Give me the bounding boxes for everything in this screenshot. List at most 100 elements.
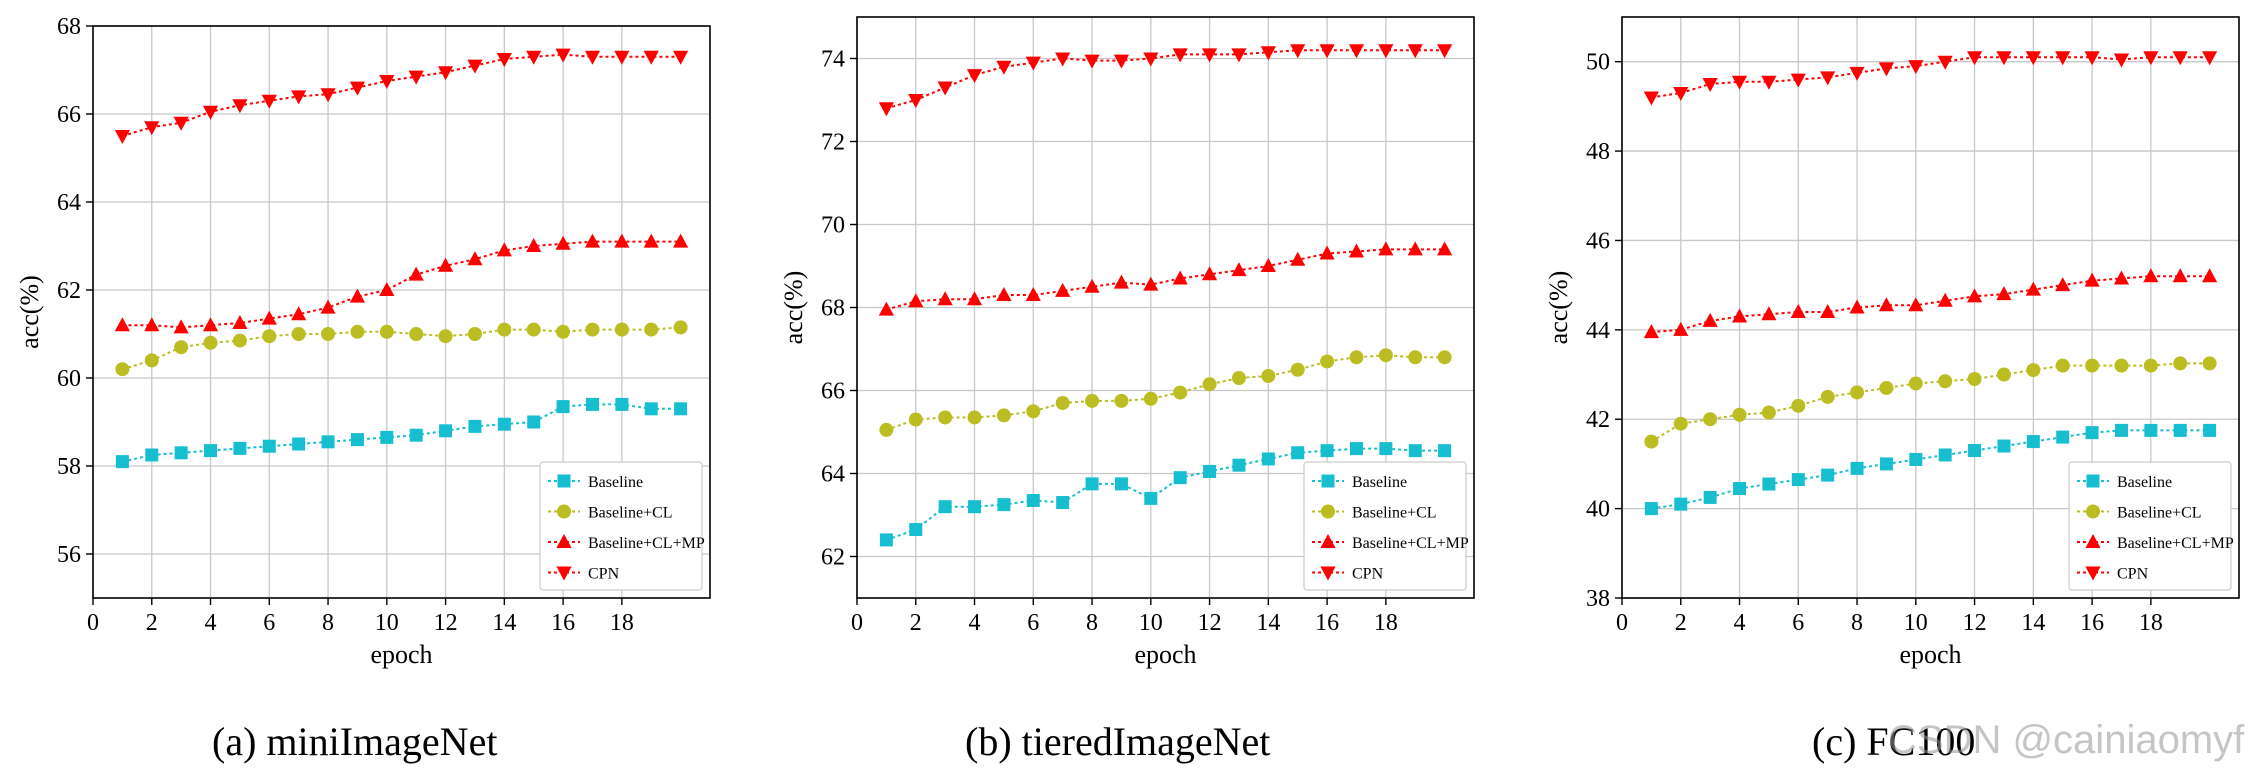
x-tick-label: 8 <box>1851 610 1863 636</box>
data-point <box>643 50 659 65</box>
data-point <box>321 435 335 449</box>
legend-marker <box>1320 566 1336 581</box>
data-point <box>555 48 571 63</box>
data-point <box>1173 471 1187 485</box>
data-point <box>2026 363 2041 378</box>
legend-marker <box>556 566 572 581</box>
data-point <box>262 329 277 344</box>
legend-item: Baseline+CL+MP <box>2077 534 2234 552</box>
data-point <box>204 444 218 458</box>
legend-marker <box>557 474 571 488</box>
data-point <box>262 439 276 453</box>
data-point <box>115 362 130 377</box>
data-point <box>1761 75 1777 90</box>
x-tick-label: 10 <box>375 610 399 636</box>
data-point <box>1820 389 1835 404</box>
data-point <box>1144 491 1158 505</box>
data-point <box>1026 493 1040 507</box>
data-point <box>174 340 189 355</box>
data-point <box>1114 393 1129 408</box>
data-point <box>614 50 630 65</box>
y-tick-label: 48 <box>1586 139 1610 165</box>
data-point <box>1673 321 1689 336</box>
legend-item: Baseline <box>548 474 643 491</box>
data-point <box>615 397 629 411</box>
data-point <box>1790 303 1806 318</box>
data-point <box>1791 473 1805 487</box>
data-point <box>644 402 658 416</box>
x-axis-label: epoch <box>370 640 432 669</box>
data-point <box>908 94 924 108</box>
y-tick-label: 74 <box>821 47 845 73</box>
data-point <box>585 322 600 337</box>
legend-label: Baseline+CL+MP <box>1352 535 1469 552</box>
data-point <box>1791 398 1806 413</box>
data-point <box>468 419 482 433</box>
y-axis-label: acc(%) <box>15 275 44 349</box>
data-point <box>1290 251 1306 266</box>
legend-label: Baseline <box>588 474 643 491</box>
series-baseline <box>1644 423 2217 516</box>
y-tick-label: 58 <box>57 454 81 480</box>
data-point <box>2114 358 2129 373</box>
data-point <box>349 288 366 303</box>
data-point <box>1084 54 1100 69</box>
data-point <box>1055 395 1070 410</box>
data-point <box>938 410 953 425</box>
y-tick-label: 70 <box>821 213 845 239</box>
data-point <box>467 251 483 266</box>
data-point <box>1173 385 1188 400</box>
data-point <box>1850 385 1865 400</box>
data-point <box>350 433 364 447</box>
data-point <box>1996 51 2012 66</box>
series-baseline-cl <box>1644 356 2217 449</box>
y-tick-label: 40 <box>1586 497 1610 523</box>
data-point <box>1762 477 1776 491</box>
data-point <box>938 500 952 514</box>
data-point <box>1878 297 1895 312</box>
data-point <box>1260 46 1276 61</box>
data-point <box>144 121 160 136</box>
data-point <box>614 322 629 337</box>
legend-marker <box>1321 474 1335 488</box>
data-point <box>438 329 453 344</box>
x-axis-label: epoch <box>1899 640 1961 669</box>
x-tick-label: 4 <box>1734 610 1746 636</box>
x-tick-label: 6 <box>263 610 275 636</box>
data-point <box>1732 407 1747 422</box>
y-tick-label: 56 <box>57 542 81 568</box>
data-point <box>2055 358 2070 373</box>
data-point <box>1378 241 1394 256</box>
data-point <box>1172 270 1188 285</box>
legend-marker <box>1320 534 1336 548</box>
x-tick-label: 6 <box>1027 610 1039 636</box>
data-point <box>2173 423 2187 437</box>
data-point <box>173 319 189 334</box>
legend-label: Baseline <box>1352 474 1407 491</box>
x-tick-label: 18 <box>610 610 634 636</box>
data-point <box>1085 393 1100 408</box>
series-cpn <box>1643 51 2218 106</box>
data-point <box>261 310 277 325</box>
data-point <box>173 116 189 131</box>
legend-label: Baseline+CL <box>588 505 673 522</box>
plot-frame <box>92 25 711 599</box>
x-tick-label: 8 <box>322 610 334 636</box>
x-tick-label: 12 <box>434 610 458 636</box>
data-point <box>2202 356 2217 371</box>
data-point <box>1761 306 1777 321</box>
data-point <box>966 69 983 84</box>
y-tick-label: 66 <box>821 379 845 405</box>
data-point <box>203 335 218 350</box>
data-point <box>497 417 511 431</box>
x-tick-label: 0 <box>851 610 863 636</box>
data-point <box>1821 468 1835 482</box>
data-point <box>145 448 159 462</box>
data-point <box>878 301 894 316</box>
data-point <box>350 324 365 339</box>
data-point <box>1909 452 1923 466</box>
data-point <box>1349 350 1364 365</box>
data-point <box>1644 502 1658 516</box>
data-point <box>439 424 453 438</box>
data-point <box>291 327 306 341</box>
